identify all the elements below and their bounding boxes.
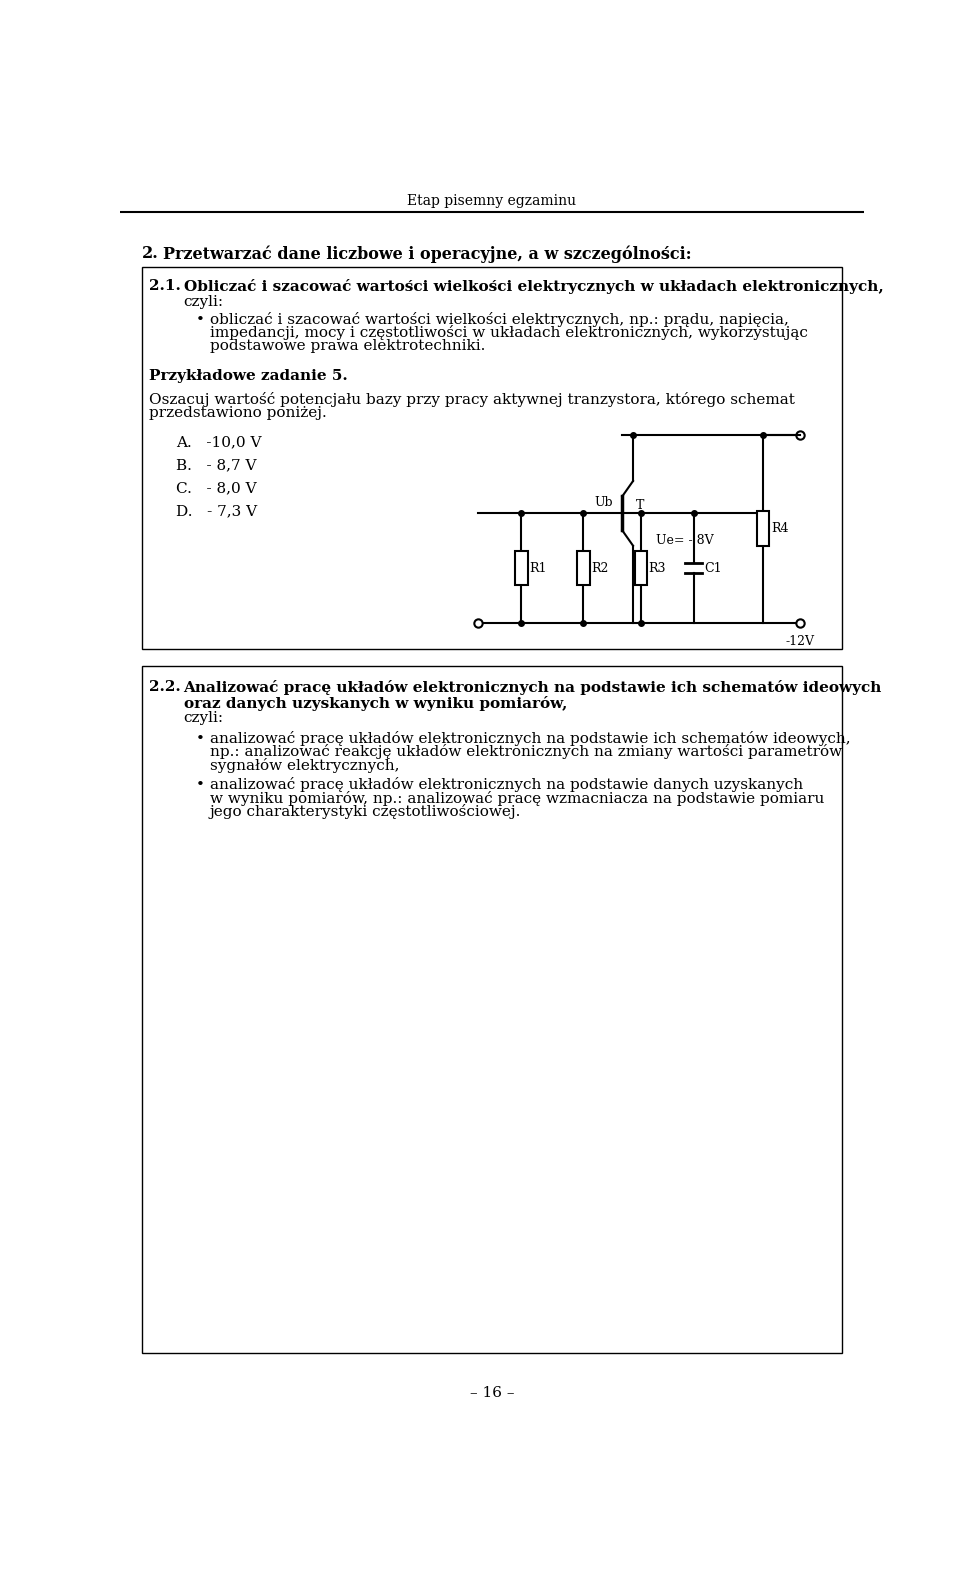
Text: czyli:: czyli:: [183, 711, 224, 725]
Text: C1: C1: [705, 562, 722, 575]
Text: Ub: Ub: [594, 495, 612, 510]
Text: oraz danych uzyskanych w wyniku pomiarów,: oraz danych uzyskanych w wyniku pomiarów…: [183, 697, 567, 711]
Text: •: •: [196, 313, 204, 328]
Text: w wyniku pomiarów, np.: analizować pracę wzmacniacza na podstawie pomiaru: w wyniku pomiarów, np.: analizować pracę…: [210, 790, 825, 806]
Bar: [757, 511, 770, 546]
Text: analizować pracę układów elektronicznych na podstawie ich schematów ideowych,: analizować pracę układów elektronicznych…: [210, 730, 851, 746]
Text: C.   - 8,0 V: C. - 8,0 V: [176, 481, 256, 495]
Text: A.   -10,0 V: A. -10,0 V: [176, 435, 261, 450]
Text: 2.: 2.: [142, 245, 158, 263]
Text: Analizować pracę układów elektronicznych na podstawie ich schematów ideowych: Analizować pracę układów elektronicznych…: [183, 681, 882, 695]
Text: R4: R4: [771, 522, 788, 535]
Text: -12V: -12V: [786, 635, 815, 647]
Text: Przykładowe zadanie 5.: Przykładowe zadanie 5.: [150, 369, 348, 383]
Text: Etap pisemny egzaminu: Etap pisemny egzaminu: [407, 193, 577, 207]
Text: •: •: [196, 731, 204, 746]
Bar: [577, 551, 589, 586]
Bar: [516, 551, 528, 586]
Text: Oszacuj wartość potencjału bazy przy pracy aktywnej tranzystora, którego schemat: Oszacuj wartość potencjału bazy przy pra…: [150, 391, 795, 407]
Text: jego charakterystyki częstotliwościowej.: jego charakterystyki częstotliwościowej.: [210, 804, 521, 820]
Text: 2.1.: 2.1.: [150, 279, 181, 293]
Text: Obliczać i szacować wartości wielkości elektrycznych w układach elektronicznych,: Obliczać i szacować wartości wielkości e…: [183, 279, 883, 294]
Text: – 16 –: – 16 –: [469, 1387, 515, 1401]
Text: B.   - 8,7 V: B. - 8,7 V: [176, 457, 256, 472]
Text: R3: R3: [649, 562, 666, 575]
Text: Przetwarzać dane liczbowe i operacyjne, a w szczególności:: Przetwarzać dane liczbowe i operacyjne, …: [162, 245, 691, 263]
Text: impedancji, mocy i częstotliwości w układach elektronicznych, wykorzystując: impedancji, mocy i częstotliwości w ukła…: [210, 326, 807, 340]
Text: R2: R2: [591, 562, 609, 575]
Text: Ue= - 8V: Ue= - 8V: [657, 533, 714, 546]
Text: R1: R1: [529, 562, 546, 575]
Text: podstawowe prawa elektrotechniki.: podstawowe prawa elektrotechniki.: [210, 339, 485, 353]
Text: np.: analizować reakcję układów elektronicznych na zmiany wartości parametrów: np.: analizować reakcję układów elektron…: [210, 744, 842, 760]
Text: przedstawiono poniżej.: przedstawiono poniżej.: [150, 405, 327, 419]
Text: •: •: [196, 779, 204, 792]
Text: T: T: [636, 499, 644, 513]
Text: czyli:: czyli:: [183, 294, 224, 309]
Text: analizować pracę układów elektronicznych na podstawie danych uzyskanych: analizować pracę układów elektronicznych…: [210, 777, 803, 792]
Text: sygnałów elektrycznych,: sygnałów elektrycznych,: [210, 758, 399, 773]
Text: obliczać i szacować wartości wielkości elektrycznych, np.: prądu, napięcia,: obliczać i szacować wartości wielkości e…: [210, 312, 789, 326]
Text: 2.2.: 2.2.: [150, 681, 181, 695]
Bar: [142, 268, 842, 649]
Bar: [142, 666, 842, 1352]
Text: D.   - 7,3 V: D. - 7,3 V: [176, 503, 257, 518]
Bar: [635, 551, 647, 586]
